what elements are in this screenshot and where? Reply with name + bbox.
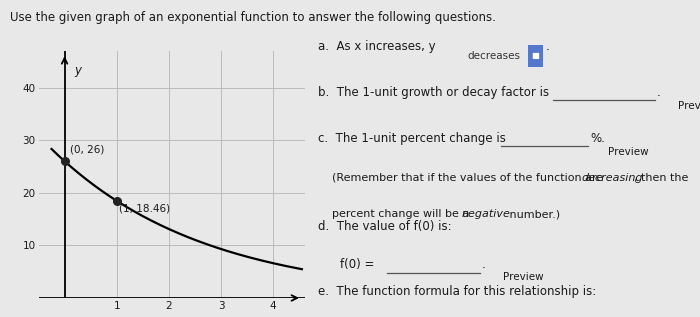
Bar: [528, 45, 542, 67]
Text: Use the given graph of an exponential function to answer the following questions: Use the given graph of an exponential fu…: [10, 11, 496, 24]
Text: percent change will be a: percent change will be a: [332, 209, 473, 219]
Text: y: y: [74, 64, 81, 77]
Text: f(0) =: f(0) =: [340, 258, 374, 271]
Text: b.  The 1-unit growth or decay factor is: b. The 1-unit growth or decay factor is: [318, 86, 550, 99]
Text: c.  The 1-unit percent change is: c. The 1-unit percent change is: [318, 132, 506, 145]
Text: Preview: Preview: [503, 272, 544, 282]
Text: decreasing: decreasing: [581, 173, 643, 183]
Text: , then the: , then the: [634, 173, 688, 183]
Text: %.: %.: [590, 132, 605, 145]
Text: negative: negative: [462, 209, 511, 219]
Text: Preview: Preview: [678, 101, 700, 111]
Text: (0, 26): (0, 26): [70, 145, 104, 155]
Text: .: .: [482, 258, 485, 271]
Text: number.): number.): [506, 209, 560, 219]
Text: (1, 18.46): (1, 18.46): [119, 203, 171, 213]
Text: a.  As x increases, y: a. As x increases, y: [318, 40, 436, 53]
Text: .: .: [657, 86, 660, 99]
Text: Preview: Preview: [608, 147, 649, 157]
Text: decreases: decreases: [468, 51, 521, 61]
Text: e.  The function formula for this relationship is:: e. The function formula for this relatio…: [318, 285, 596, 298]
Text: ■: ■: [531, 51, 539, 60]
Text: d.  The value of f(0) is:: d. The value of f(0) is:: [318, 220, 452, 233]
Text: (Remember that if the values of the function are: (Remember that if the values of the func…: [332, 173, 608, 183]
Text: x: x: [292, 315, 299, 317]
Text: .: .: [546, 40, 550, 53]
